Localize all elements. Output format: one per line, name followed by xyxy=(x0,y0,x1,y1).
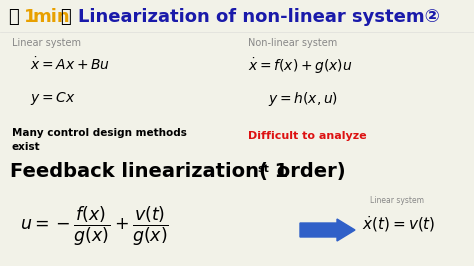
Text: Non-linear system: Non-linear system xyxy=(248,38,337,48)
Text: Linear system: Linear system xyxy=(12,38,81,48)
Text: st: st xyxy=(257,164,269,174)
Text: Linearization of non-linear system②: Linearization of non-linear system② xyxy=(78,8,440,26)
Text: min: min xyxy=(33,8,71,26)
Text: Feedback linearization( 1: Feedback linearization( 1 xyxy=(10,162,288,181)
Text: order): order) xyxy=(270,162,346,181)
Text: Many control design methods: Many control design methods xyxy=(12,128,187,138)
Text: Linear system: Linear system xyxy=(370,196,424,205)
Text: $u = -\dfrac{f(x)}{g(x)} + \dfrac{v(t)}{g(x)}$: $u = -\dfrac{f(x)}{g(x)} + \dfrac{v(t)}{… xyxy=(20,205,169,248)
Text: $y = h(x, u)$: $y = h(x, u)$ xyxy=(268,90,338,108)
Text: Difficult to analyze: Difficult to analyze xyxy=(248,131,366,141)
Text: $\dot{x}(t) = v(t)$: $\dot{x}(t) = v(t)$ xyxy=(362,214,436,234)
Text: $\dot{x} = f(x) + g(x)u$: $\dot{x} = f(x) + g(x)u$ xyxy=(248,56,353,76)
Text: exist: exist xyxy=(12,142,41,152)
Text: 1: 1 xyxy=(24,8,36,26)
Text: 【: 【 xyxy=(8,8,19,26)
Text: $\dot{x} = Ax + Bu$: $\dot{x} = Ax + Bu$ xyxy=(30,56,110,73)
Text: 】: 】 xyxy=(60,8,71,26)
FancyArrow shape xyxy=(300,219,355,241)
Text: $y = Cx$: $y = Cx$ xyxy=(30,90,76,107)
